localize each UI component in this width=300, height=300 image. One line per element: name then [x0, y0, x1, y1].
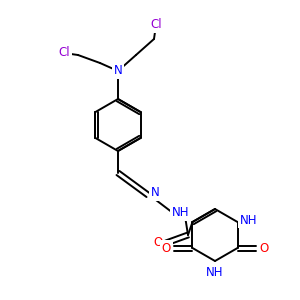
Text: Cl: Cl: [150, 19, 162, 32]
Text: NH: NH: [240, 214, 257, 226]
Text: NH: NH: [206, 266, 224, 280]
Text: O: O: [153, 236, 163, 250]
Text: N: N: [151, 187, 159, 200]
Text: N: N: [114, 64, 122, 77]
Text: O: O: [259, 242, 268, 254]
Text: Cl: Cl: [58, 46, 70, 59]
Text: O: O: [162, 242, 171, 254]
Text: NH: NH: [172, 206, 190, 220]
